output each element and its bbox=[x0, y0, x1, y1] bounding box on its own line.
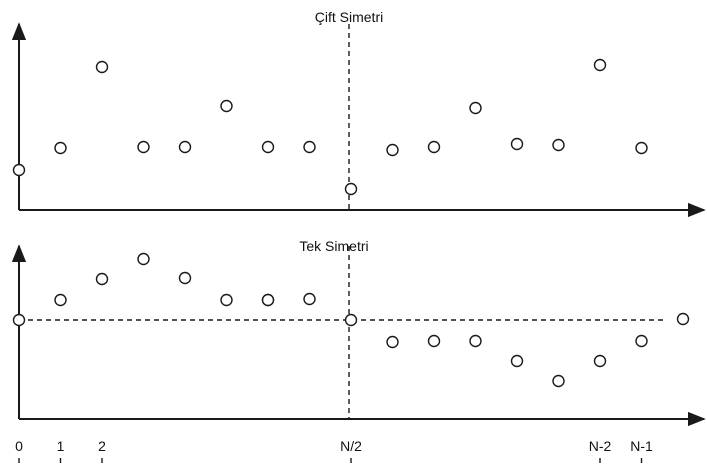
x-tick-label-5: N-1 bbox=[630, 438, 653, 454]
even-point-15 bbox=[635, 141, 648, 155]
odd-point-4 bbox=[178, 271, 192, 285]
odd-point-16 bbox=[635, 334, 648, 348]
even-point-8 bbox=[344, 182, 358, 196]
odd-symmetry-panel: Tek Simetri bbox=[11, 238, 706, 427]
even-point-6 bbox=[261, 140, 275, 154]
even-point-3 bbox=[137, 140, 150, 154]
odd-point-5 bbox=[220, 293, 233, 307]
even-symmetry-points bbox=[12, 58, 648, 196]
odd-point-9 bbox=[344, 313, 358, 327]
even-point-9 bbox=[386, 143, 399, 157]
odd-point-13 bbox=[510, 354, 524, 368]
odd-point-8 bbox=[303, 292, 316, 306]
x-tick-label-2: 2 bbox=[98, 438, 106, 454]
odd-point-10 bbox=[386, 335, 399, 349]
even-symmetry-title: Çift Simetri bbox=[315, 9, 383, 25]
odd-point-14 bbox=[552, 374, 565, 388]
x-tick-label-3: N/2 bbox=[340, 438, 362, 454]
odd-point-0 bbox=[12, 313, 26, 327]
x-tick-label-0: 0 bbox=[15, 438, 23, 454]
odd-point-7 bbox=[261, 293, 275, 307]
odd-point-2 bbox=[95, 272, 109, 286]
x-tick-label-1: 1 bbox=[57, 438, 65, 454]
even-point-1 bbox=[54, 141, 67, 155]
odd-point-11 bbox=[427, 334, 441, 348]
even-point-5 bbox=[220, 99, 233, 113]
even-point-12 bbox=[510, 137, 524, 151]
even-point-13 bbox=[552, 138, 565, 152]
even-point-14 bbox=[593, 58, 607, 72]
even-point-7 bbox=[303, 140, 316, 154]
x-tick-labels: 0 1 2 N/2 N-2 N-1 bbox=[15, 438, 653, 466]
even-point-10 bbox=[427, 140, 441, 154]
even-symmetry-panel: Çift Simetri bbox=[11, 9, 706, 218]
x-tick-label-4: N-2 bbox=[589, 438, 612, 454]
odd-symmetry-points bbox=[12, 252, 690, 388]
odd-symmetry-title: Tek Simetri bbox=[299, 238, 368, 254]
odd-point-1 bbox=[54, 293, 67, 307]
even-point-0 bbox=[12, 163, 26, 177]
odd-point-12 bbox=[469, 334, 482, 348]
even-point-11 bbox=[469, 101, 482, 115]
odd-point-17 bbox=[676, 312, 690, 326]
even-point-2 bbox=[95, 60, 109, 74]
odd-point-3 bbox=[137, 252, 150, 266]
even-point-4 bbox=[178, 140, 192, 154]
odd-point-15 bbox=[593, 354, 607, 368]
